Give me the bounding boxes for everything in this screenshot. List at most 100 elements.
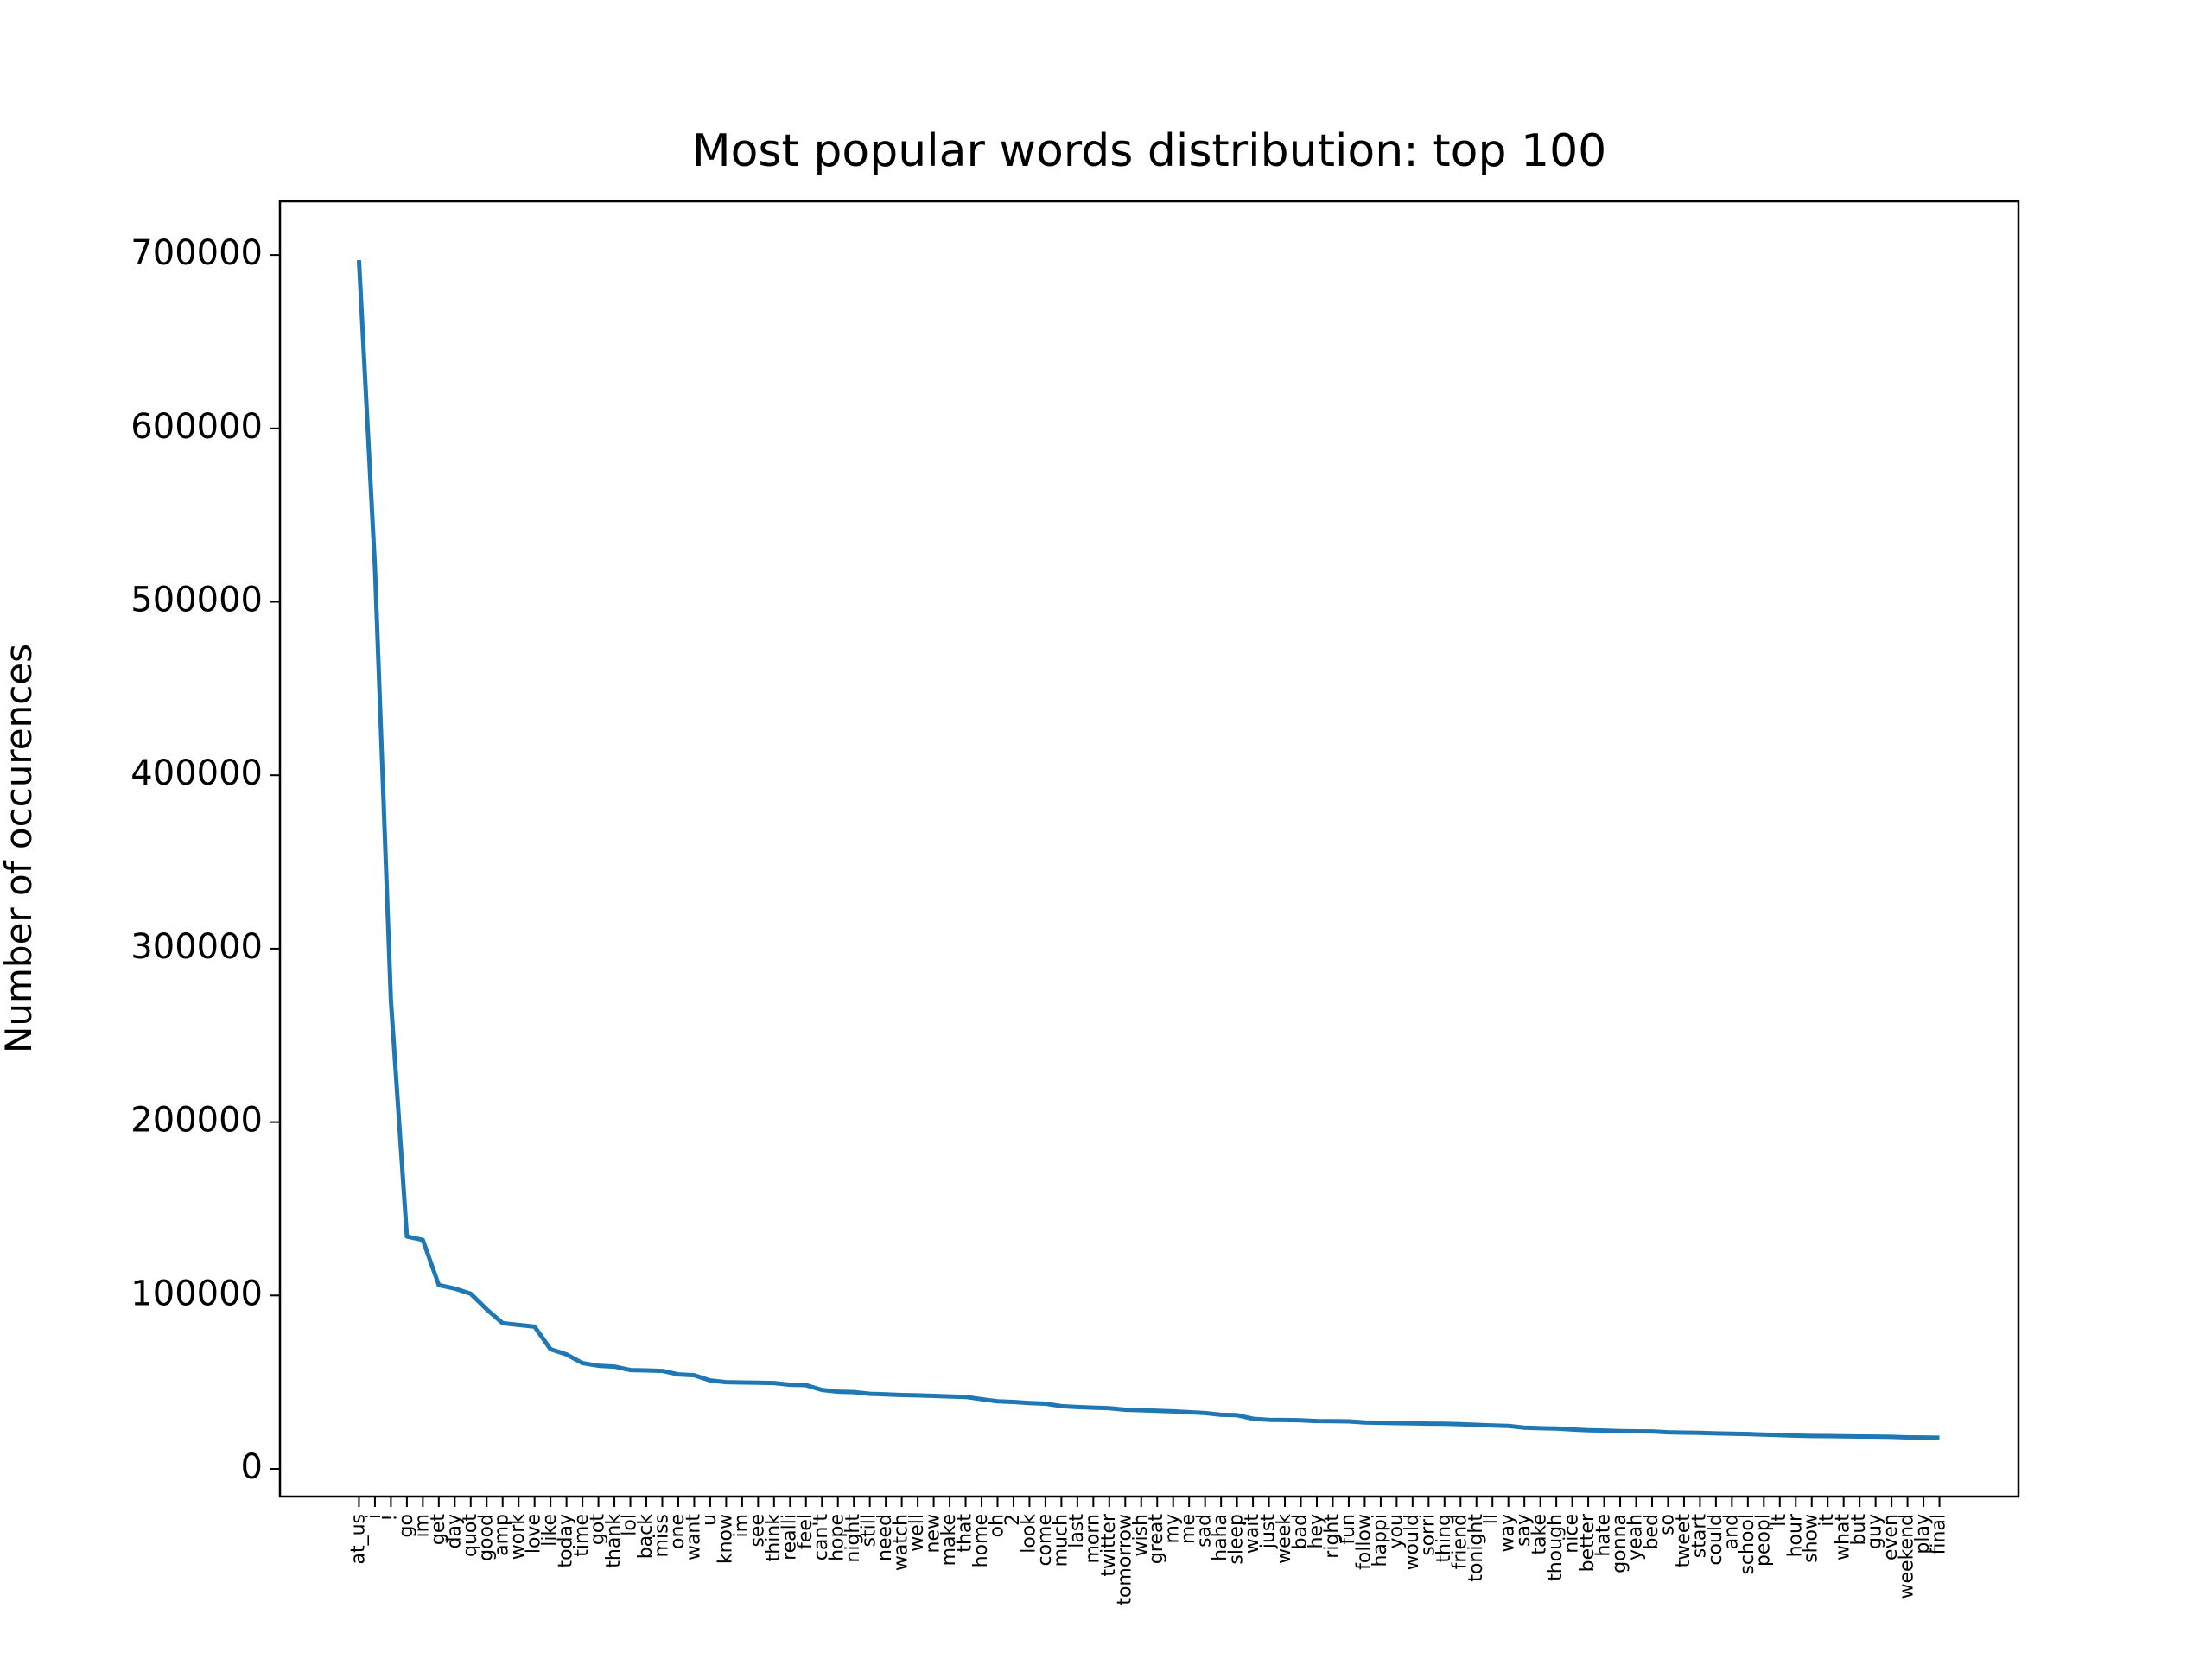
y-tick-label: 400000 (130, 753, 263, 793)
x-tick-label: twitter (1098, 1513, 1120, 1577)
chart-title: Most popular words distribution: top 100 (692, 125, 1607, 177)
x-tick-label: like (539, 1514, 561, 1547)
x-tick-label: take (1529, 1514, 1551, 1555)
x-tick-label: say (1513, 1514, 1535, 1547)
x-tick-label: lt (1769, 1514, 1790, 1527)
x-tick-label: tonight (1465, 1514, 1487, 1582)
x-tick-label: good (475, 1514, 497, 1561)
x-tick-label: hour (1784, 1513, 1806, 1557)
x-tick-label: got (588, 1514, 609, 1545)
x-tick-label: hope (827, 1514, 849, 1561)
x-tick-label: im (731, 1514, 753, 1538)
x-tick-label: ll (1481, 1514, 1503, 1524)
x-tick-label: tweet (1673, 1514, 1694, 1568)
x-tick-label: what (1833, 1514, 1854, 1560)
x-tick-label: back (635, 1514, 657, 1560)
x-tick-label: bed (1641, 1514, 1662, 1549)
x-tick-label: can't (810, 1514, 832, 1561)
x-tick-label: 2 (1002, 1514, 1024, 1526)
x-tick-label: realli (779, 1514, 800, 1560)
x-tick-label: day (443, 1514, 465, 1548)
x-tick-label: at_us (347, 1514, 369, 1565)
x-tick-label: new (923, 1514, 944, 1553)
x-tick-label: much (1050, 1514, 1071, 1567)
x-tick-label: and (1720, 1514, 1742, 1549)
x-tick-label: know (715, 1514, 736, 1564)
x-tick-label: weekend (1897, 1514, 1918, 1599)
x-tick-label: sad (1194, 1514, 1216, 1548)
x-tick-label: great (1146, 1514, 1167, 1565)
x-tick-label: lol (620, 1514, 641, 1536)
x-tick-label: look (1018, 1514, 1039, 1554)
x-tick-label: today (556, 1514, 577, 1568)
x-tick-label: see (747, 1514, 768, 1548)
x-tick-label: me (1178, 1514, 1199, 1544)
x-tick-label: well (906, 1514, 928, 1552)
x-tick-label: peopl (1752, 1514, 1774, 1567)
x-tick-label: feel (795, 1514, 817, 1549)
x-tick-label: nice (1561, 1514, 1583, 1554)
x-tick-label: happi (1370, 1514, 1391, 1567)
x-tick-label: wait (1242, 1514, 1263, 1554)
x-tick-label: could (1705, 1514, 1726, 1566)
x-tick-label: yeah (1625, 1514, 1647, 1560)
x-tick-label: i (364, 1514, 385, 1519)
x-tick-label: hate (1593, 1514, 1615, 1557)
x-tick-label: thing (1433, 1514, 1455, 1563)
x-tick-label: even (1880, 1514, 1902, 1560)
x-tick-label: better (1577, 1513, 1599, 1572)
x-tick-label: you (1385, 1514, 1407, 1548)
x-tick-label: time (571, 1514, 593, 1557)
x-tick-label: thank (603, 1514, 625, 1568)
x-tick-label: week (1274, 1514, 1295, 1564)
x-tick-label: haha (1210, 1514, 1231, 1561)
plot-frame (278, 200, 2020, 1498)
x-tick-label: show (1801, 1514, 1822, 1563)
y-tick-label: 200000 (130, 1101, 263, 1141)
x-tick-label: sorri (1417, 1514, 1439, 1556)
x-tick-label: just (1258, 1514, 1280, 1550)
x-tick-label: work (507, 1514, 529, 1560)
x-tick-label: morn (1082, 1514, 1103, 1564)
data-line (356, 260, 1940, 1440)
x-tick-label: my (1162, 1514, 1184, 1543)
y-tick-label: 600000 (130, 407, 263, 447)
x-tick-label: friend (1449, 1514, 1471, 1569)
x-tick-label: bad (1290, 1514, 1312, 1549)
x-tick-label: night (842, 1514, 864, 1563)
x-tick-label: school (1737, 1514, 1758, 1575)
y-tick-label: 300000 (130, 927, 263, 967)
y-tick-label: 500000 (130, 581, 263, 620)
x-tick-label: love (524, 1514, 545, 1554)
x-tick-label: final (1929, 1514, 1950, 1554)
x-tick-label: come (1034, 1514, 1056, 1567)
x-tick-label: think (763, 1514, 785, 1562)
x-tick-label: home (970, 1514, 992, 1567)
x-tick-label: make (938, 1514, 960, 1566)
x-tick-label: follow (1353, 1514, 1375, 1570)
x-tick-label: that (955, 1514, 976, 1553)
x-tick-label: hey (1306, 1514, 1327, 1549)
x-tick-label: miss (651, 1514, 672, 1557)
x-tick-label: but (1848, 1514, 1870, 1546)
x-tick-label: it (1816, 1514, 1838, 1527)
x-tick-label: im (411, 1514, 433, 1538)
x-tick-label: u (699, 1514, 721, 1526)
x-tick-label: one (667, 1514, 689, 1549)
x-tick-label: tomorrow (1114, 1514, 1135, 1605)
y-tick-label: 700000 (130, 233, 263, 273)
x-tick-label: start (1688, 1514, 1710, 1559)
x-tick-label: ! (379, 1514, 401, 1522)
y-tick-label: 0 (241, 1447, 263, 1487)
x-tick-label: sleep (1226, 1514, 1248, 1565)
x-tick-label: watch (891, 1514, 912, 1571)
x-tick-label: oh (986, 1514, 1007, 1537)
x-tick-label: play (1912, 1514, 1934, 1554)
x-tick-label: right (1321, 1514, 1343, 1559)
x-tick-label: though (1545, 1514, 1567, 1581)
x-tick-label: get (428, 1514, 449, 1546)
x-tick-label: wish (1130, 1514, 1152, 1557)
x-tick-label: gonna (1609, 1514, 1630, 1573)
x-tick-label: would (1402, 1514, 1423, 1570)
x-tick-label: fun (1338, 1514, 1359, 1545)
